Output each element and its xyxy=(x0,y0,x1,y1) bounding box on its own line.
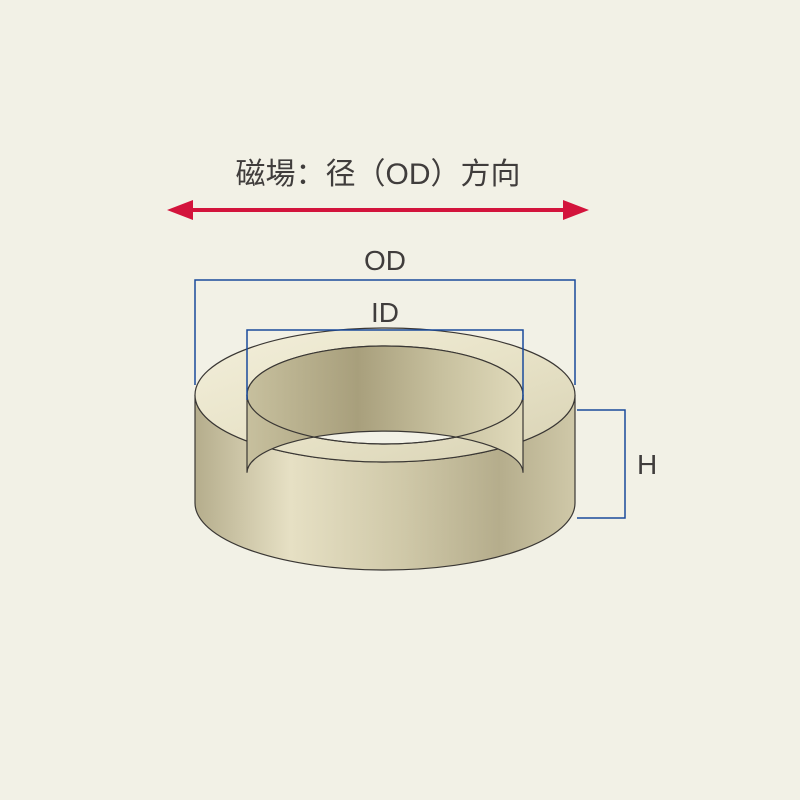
ring-illustration xyxy=(195,328,575,570)
od-label: OD xyxy=(364,245,406,276)
id-label: ID xyxy=(371,297,399,328)
title-text: 磁場：径（OD）方向 xyxy=(236,158,521,191)
h-label: H xyxy=(637,449,657,480)
ring-diagram: 磁場：径（OD）方向 OD ID H xyxy=(0,0,800,800)
